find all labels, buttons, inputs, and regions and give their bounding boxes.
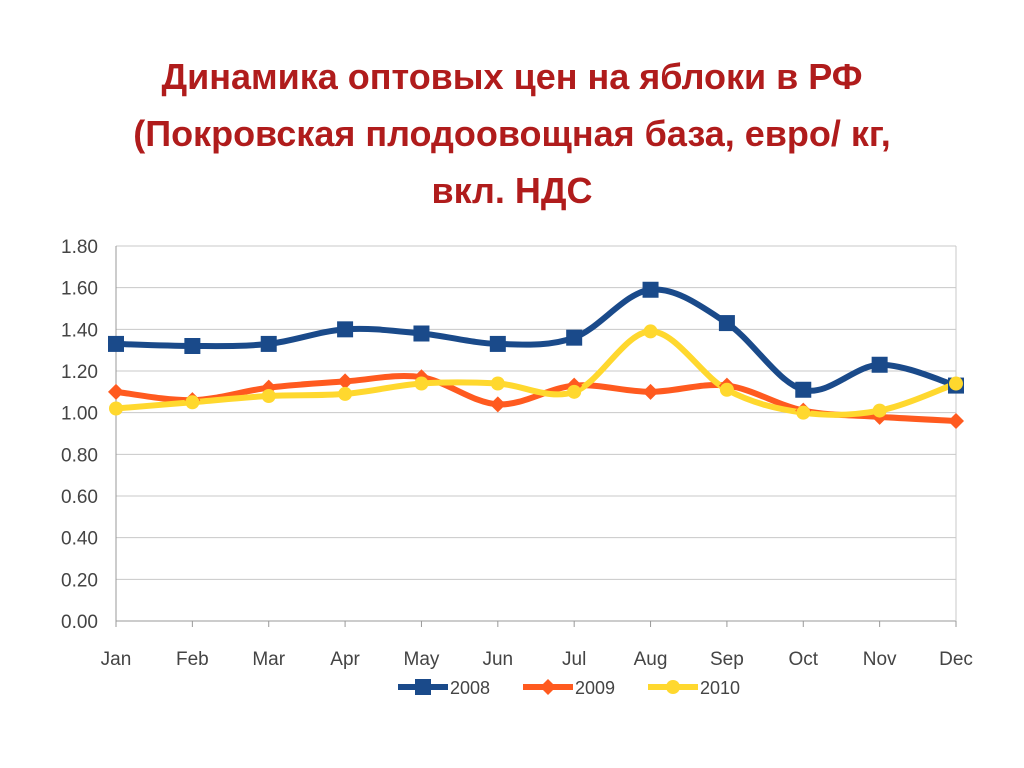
x-tick-label: Dec [939,649,973,670]
legend: 2008 2009 2010 [398,678,740,698]
data-point-2010-Sep [719,382,734,397]
legend-marker-2010 [666,680,680,694]
x-tick-label: Jan [101,649,132,670]
x-tick-label: Jun [482,649,513,670]
legend-marker-2009 [540,679,556,695]
data-markers [108,281,964,429]
x-tick-label: Oct [788,649,818,670]
y-tick-label: 1.80 [61,237,98,258]
data-point-2009-Apr [337,373,354,390]
data-point-2008-Mar [260,335,277,352]
series-line-2008 [113,286,959,394]
series-lines [113,286,959,424]
data-point-2008-Jun [489,335,506,352]
x-tick-label: Apr [330,649,360,670]
data-point-2009-Aug [642,383,659,400]
x-tick-label: Mar [252,649,285,670]
y-tick-label: 0.00 [61,612,98,633]
data-point-2008-Jul [566,329,583,346]
data-point-2008-Feb [184,338,201,354]
data-point-2010-Jan [109,401,123,416]
data-point-2010-Feb [185,395,200,410]
legend-label-2010: 2010 [700,678,740,698]
data-point-2008-Jan [108,335,124,352]
slide-title: Динамика оптовых цен на яблоки в РФ (Пок… [0,48,1024,219]
x-tick-label: Feb [176,649,209,670]
x-tick-label: Aug [634,649,668,670]
data-point-2009-Jan [108,383,124,400]
title-line-3: вкл. НДС [431,170,593,211]
data-point-2010-Mar [261,389,276,403]
axes [115,246,957,627]
legend-label-2009: 2009 [575,678,615,698]
data-point-2009-Dec [948,413,964,429]
data-point-2010-Jun [490,376,505,391]
tick-labels: 0.00 0.20 0.40 0.60 0.80 1.00 1.20 1.40 1.60 1.80… [61,237,973,670]
data-point-2010-Apr [338,386,353,401]
data-point-2010-Aug [643,324,658,339]
data-point-2008-Oct [795,381,812,398]
data-point-2010-Oct [796,405,811,420]
data-point-2010-Jul [567,384,582,399]
data-point-2010-May [414,376,429,391]
data-point-2008-Nov [871,356,888,373]
title-line-2: (Покровская плодоовощная база, евро/ кг, [133,113,891,154]
y-tick-label: 1.20 [61,362,98,383]
y-tick-label: 0.20 [61,570,98,591]
x-tick-label: May [404,649,440,670]
data-point-2008-Sep [718,315,735,332]
data-point-2008-Aug [642,281,659,298]
y-tick-label: 0.60 [61,487,98,508]
data-point-2008-Apr [337,321,354,338]
y-tick-label: 1.40 [61,320,98,341]
y-tick-label: 1.00 [61,404,98,425]
y-tick-label: 0.80 [61,445,98,466]
data-point-2008-May [413,325,430,342]
y-tick-label: 0.40 [61,529,98,550]
gridlines [116,245,956,622]
title-line-1: Динамика оптовых цен на яблоки в РФ [161,56,863,97]
legend-label-2008: 2008 [450,678,490,698]
x-tick-label: Jul [562,649,586,670]
legend-marker-2008 [415,679,431,695]
x-tick-label: Nov [863,649,897,670]
y-tick-label: 1.60 [61,279,98,300]
data-point-2010-Nov [872,403,887,418]
data-point-2009-Jun [489,396,506,413]
x-tick-label: Sep [710,649,744,670]
data-point-2010-Dec [949,376,963,391]
